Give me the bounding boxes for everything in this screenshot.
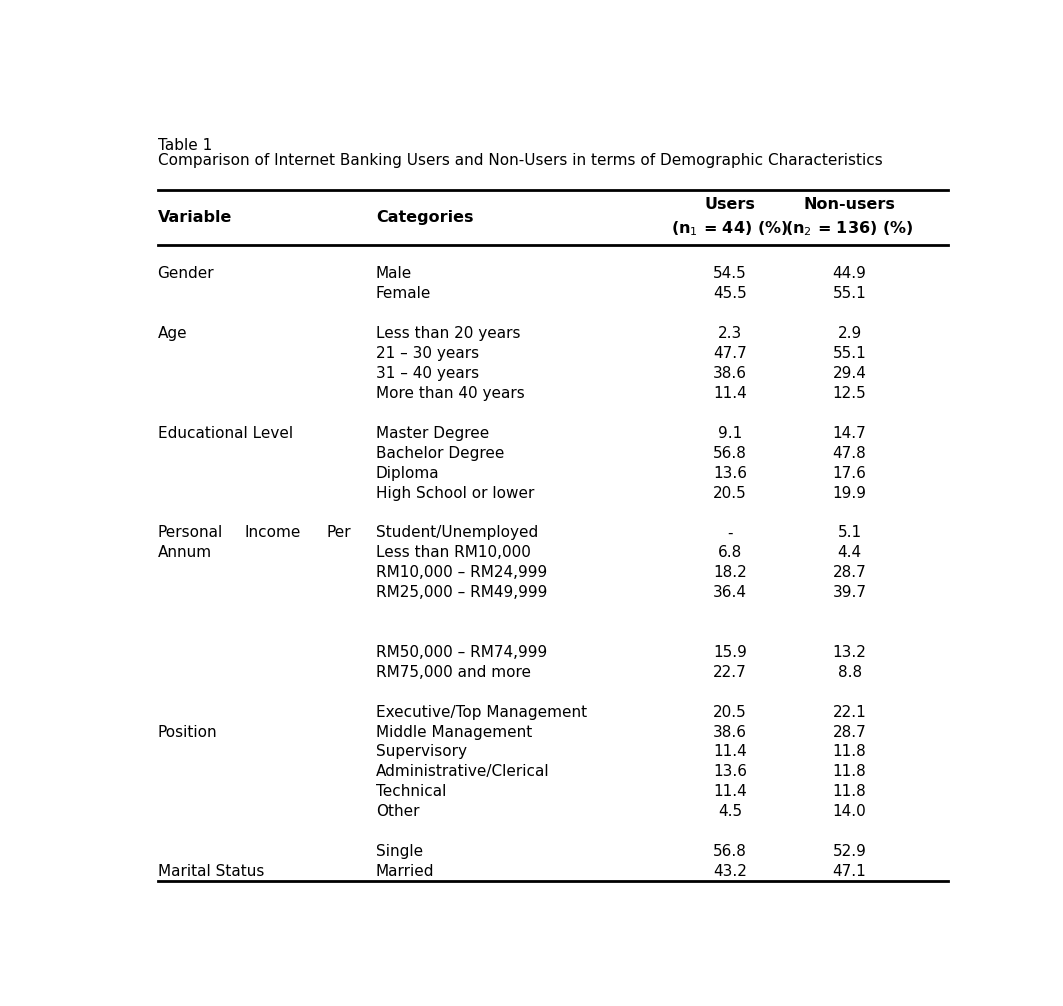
Text: Less than RM10,000: Less than RM10,000 (376, 545, 530, 560)
Text: 56.8: 56.8 (713, 844, 747, 859)
Text: 55.1: 55.1 (832, 287, 866, 302)
Text: 55.1: 55.1 (832, 346, 866, 361)
Text: Technical: Technical (376, 785, 446, 800)
Text: Age: Age (157, 326, 187, 341)
Text: 28.7: 28.7 (832, 724, 866, 739)
Text: 15.9: 15.9 (713, 645, 747, 660)
Text: Per: Per (326, 525, 351, 540)
Text: Student/Unemployed: Student/Unemployed (376, 525, 538, 540)
Text: Executive/Top Management: Executive/Top Management (376, 704, 587, 719)
Text: Categories: Categories (376, 210, 473, 225)
Text: RM10,000 – RM24,999: RM10,000 – RM24,999 (376, 565, 547, 580)
Text: 43.2: 43.2 (713, 864, 747, 879)
Text: 12.5: 12.5 (832, 386, 866, 401)
Text: RM25,000 – RM49,999: RM25,000 – RM49,999 (376, 585, 547, 601)
Text: 39.7: 39.7 (832, 585, 866, 601)
Text: 5.1: 5.1 (838, 525, 862, 540)
Text: 36.4: 36.4 (713, 585, 747, 601)
Text: 13.2: 13.2 (832, 645, 866, 660)
Text: 54.5: 54.5 (713, 267, 747, 282)
Text: Income: Income (244, 525, 301, 540)
Text: 9.1: 9.1 (718, 426, 742, 441)
Text: Single: Single (376, 844, 423, 859)
Text: Master Degree: Master Degree (376, 426, 489, 441)
Text: Male: Male (376, 267, 412, 282)
Text: 47.8: 47.8 (832, 446, 866, 461)
Text: Table 1: Table 1 (157, 138, 212, 153)
Text: 20.5: 20.5 (713, 704, 747, 719)
Text: 21 – 30 years: 21 – 30 years (376, 346, 479, 361)
Text: Personal: Personal (157, 525, 223, 540)
Text: 11.4: 11.4 (713, 744, 747, 760)
Text: 11.8: 11.8 (832, 785, 866, 800)
Text: Users: Users (705, 196, 756, 211)
Text: Annum: Annum (157, 545, 212, 560)
Text: 22.7: 22.7 (713, 665, 747, 680)
Text: 11.8: 11.8 (832, 744, 866, 760)
Text: 44.9: 44.9 (832, 267, 866, 282)
Text: 18.2: 18.2 (713, 565, 747, 580)
Text: 38.6: 38.6 (713, 366, 747, 381)
Text: 22.1: 22.1 (832, 704, 866, 719)
Text: 13.6: 13.6 (713, 765, 747, 780)
Text: 45.5: 45.5 (713, 287, 747, 302)
Text: Bachelor Degree: Bachelor Degree (376, 446, 504, 461)
Text: 47.1: 47.1 (832, 864, 866, 879)
Text: (n$_1$ = 44) (%): (n$_1$ = 44) (%) (672, 219, 789, 237)
Text: 31 – 40 years: 31 – 40 years (376, 366, 479, 381)
Text: 56.8: 56.8 (713, 446, 747, 461)
Text: Non-users: Non-users (804, 196, 895, 211)
Text: 28.7: 28.7 (832, 565, 866, 580)
Text: Other: Other (376, 804, 420, 819)
Text: High School or lower: High School or lower (376, 486, 535, 501)
Text: 52.9: 52.9 (832, 844, 866, 859)
Text: 2.3: 2.3 (718, 326, 742, 341)
Text: 2.9: 2.9 (838, 326, 862, 341)
Text: Supervisory: Supervisory (376, 744, 467, 760)
Text: 20.5: 20.5 (713, 486, 747, 501)
Text: Variable: Variable (157, 210, 232, 225)
Text: Gender: Gender (157, 267, 215, 282)
Text: 11.8: 11.8 (832, 765, 866, 780)
Text: RM75,000 and more: RM75,000 and more (376, 665, 530, 680)
Text: Position: Position (157, 724, 217, 739)
Text: 38.6: 38.6 (713, 724, 747, 739)
Text: Middle Management: Middle Management (376, 724, 533, 739)
Text: 11.4: 11.4 (713, 785, 747, 800)
Text: 6.8: 6.8 (718, 545, 742, 560)
Text: Married: Married (376, 864, 435, 879)
Text: More than 40 years: More than 40 years (376, 386, 525, 401)
Text: 47.7: 47.7 (713, 346, 747, 361)
Text: 4.5: 4.5 (719, 804, 742, 819)
Text: 4.4: 4.4 (838, 545, 862, 560)
Text: Educational Level: Educational Level (157, 426, 292, 441)
Text: Diploma: Diploma (376, 466, 439, 481)
Text: 29.4: 29.4 (832, 366, 866, 381)
Text: Less than 20 years: Less than 20 years (376, 326, 521, 341)
Text: 13.6: 13.6 (713, 466, 747, 481)
Text: 17.6: 17.6 (832, 466, 866, 481)
Text: 19.9: 19.9 (832, 486, 866, 501)
Text: RM50,000 – RM74,999: RM50,000 – RM74,999 (376, 645, 547, 660)
Text: 14.0: 14.0 (832, 804, 866, 819)
Text: Female: Female (376, 287, 432, 302)
Text: (n$_2$ = 136) (%): (n$_2$ = 136) (%) (786, 219, 914, 237)
Text: -: - (727, 525, 732, 540)
Text: Administrative/Clerical: Administrative/Clerical (376, 765, 550, 780)
Text: Marital Status: Marital Status (157, 864, 264, 879)
Text: 8.8: 8.8 (838, 665, 862, 680)
Text: 11.4: 11.4 (713, 386, 747, 401)
Text: Comparison of Internet Banking Users and Non-Users in terms of Demographic Chara: Comparison of Internet Banking Users and… (157, 153, 882, 168)
Text: 14.7: 14.7 (832, 426, 866, 441)
